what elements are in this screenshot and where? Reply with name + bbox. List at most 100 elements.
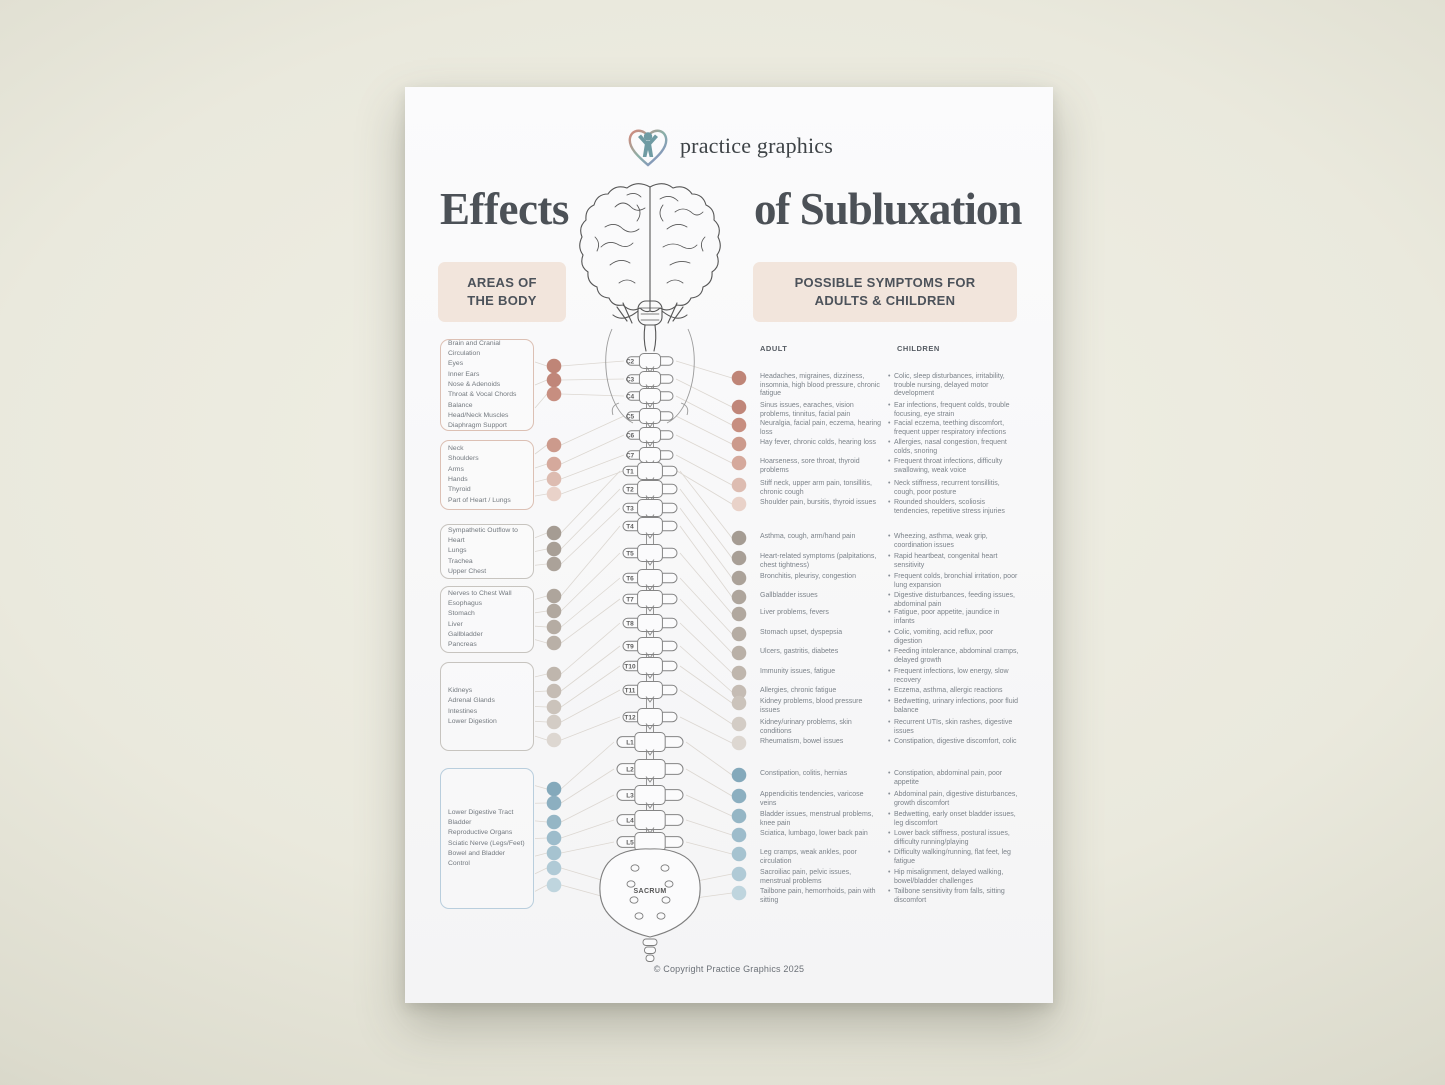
- vertebra-label: C2: [626, 358, 635, 365]
- area-box-item: Part of Heart / Lungs: [448, 496, 511, 504]
- right-dot: [731, 436, 747, 452]
- bullet-icon: •: [888, 869, 891, 876]
- adult-symptom: Tailbone pain, hemorrhoids, pain with si…: [760, 888, 876, 904]
- spine-diagram-svg: C2 C3 C4 C5 C6 C7 T1 T2 T3 T4 T5 T6 T7 T8 T9 T10 T11 T12 L…: [534, 183, 747, 962]
- right-dot: [731, 885, 747, 901]
- children-symptom-text: Constipation, digestive discomfort, coli…: [893, 738, 1017, 745]
- children-symptom-text: Frequent infections, low energy, slow re…: [893, 668, 1009, 684]
- poster-title-left: Effects: [440, 184, 569, 234]
- right-dot: [731, 788, 747, 804]
- area-box-item: Stomach: [448, 610, 475, 618]
- children-symptom: • Allergies, nasal congestion, frequent c…: [888, 439, 1021, 456]
- vertebra-label: T10: [624, 663, 636, 670]
- vertebra-label: T11: [625, 687, 636, 694]
- area-box-item: Head/Neck Muscles: [448, 411, 509, 419]
- vertebra-label: L3: [626, 792, 634, 799]
- vertebra-body: [634, 759, 666, 779]
- area-box-item: Arms: [448, 465, 464, 473]
- right-dot: [731, 370, 747, 386]
- logo: practice graphics: [405, 123, 1053, 169]
- children-symptom-text: Frequent throat infections, difficulty s…: [893, 458, 1003, 474]
- vertebra-body: [637, 614, 663, 632]
- sacrum-label: SACRUM: [633, 888, 666, 895]
- children-symptom: • Frequent throat infections, difficulty …: [888, 458, 1021, 475]
- left-dot: [546, 877, 562, 893]
- connector-lines: [534, 360, 733, 900]
- vertebra-body: [638, 388, 662, 404]
- children-symptom-text: Neck stiffness, recurrent tonsillitis, c…: [893, 480, 1000, 496]
- children-symptom-text: Digestive disturbances, feeding issues, …: [893, 592, 1015, 608]
- vertebra-body: [637, 517, 663, 535]
- poster: practice graphics Effects of Subluxation…: [405, 87, 1053, 1003]
- adult-symptom: Hoarseness, sore throat, thyroid problem…: [760, 458, 860, 474]
- bullet-icon: •: [888, 648, 891, 655]
- left-dot: [546, 588, 562, 604]
- children-symptom-text: Eczema, asthma, allergic reactions: [893, 687, 1003, 694]
- adult-symptom: Kidney/urinary problems, skin conditions: [760, 719, 852, 735]
- right-dot: [731, 455, 747, 471]
- area-box-item: Bowel and Bladder Control: [448, 849, 506, 868]
- adult-symptom: Stiff neck, upper arm pain, tonsillitis,…: [760, 480, 872, 496]
- children-symptom-text: Wheezing, asthma, weak grip, coordinatio…: [893, 533, 988, 549]
- vertebra-label: C7: [626, 452, 635, 459]
- children-symptom-text: Bedwetting, urinary infections, poor flu…: [893, 698, 1019, 714]
- right-dot: [731, 716, 747, 732]
- area-box-item: Intestines: [448, 707, 478, 715]
- adult-symptom: Stomach upset, dyspepsia: [760, 629, 843, 636]
- adult-column-header: ADULT: [760, 344, 788, 353]
- adult-symptom: Appendicitis tendencies, varicose veins: [760, 791, 864, 807]
- right-dot: [731, 735, 747, 751]
- adult-symptom: Rheumatism, bowel issues: [760, 738, 844, 745]
- logo-wordmark: practice graphics: [679, 133, 834, 158]
- vertebra-body: [638, 427, 662, 443]
- children-symptom: • Tailbone sensitivity from falls, sittin…: [888, 888, 1021, 905]
- left-dot: [546, 556, 562, 572]
- bullet-icon: •: [888, 402, 891, 409]
- area-box-item: Gallbladder: [448, 630, 483, 638]
- adult-symptom: Neuralgia, facial pain, eczema, hearing …: [760, 420, 882, 436]
- bullet-icon: •: [888, 373, 891, 380]
- right-dot: [731, 645, 747, 661]
- bullet-icon: •: [888, 458, 891, 465]
- area-box-item: Reproductive Organs: [448, 829, 513, 837]
- left-dot: [546, 714, 562, 730]
- right-dot: [731, 496, 747, 512]
- bullet-icon: •: [888, 719, 891, 726]
- skull-outline: [605, 328, 695, 424]
- vertebra-label: L1: [626, 739, 634, 746]
- area-box-item: Thyroid: [448, 486, 471, 494]
- vertebra-body: [634, 732, 666, 752]
- bullet-icon: •: [888, 420, 891, 427]
- children-symptom-text: Facial eczema, teething discomfort, freq…: [893, 420, 1007, 436]
- area-box: Lower Digestive Tract Bladder Reproductive…: [440, 768, 534, 909]
- right-dot: [731, 684, 747, 700]
- areas-of-body-heading: AREAS OF THE BODY: [438, 262, 566, 322]
- bullet-icon: •: [888, 888, 891, 895]
- area-box-item: Lower Digestion: [448, 717, 497, 725]
- area-box: Sympathetic Outflow to Heart Lungs Trachea…: [440, 524, 534, 579]
- area-box-item: Shoulders: [448, 455, 479, 463]
- vertebra-label: L4: [626, 817, 634, 824]
- children-symptom: • Constipation, abdominal pain, poor appe…: [888, 770, 1021, 787]
- children-symptom-text: Abdominal pain, digestive disturbances, …: [893, 791, 1018, 807]
- left-dot: [546, 437, 562, 453]
- right-dot: [731, 589, 747, 605]
- right-dot: [731, 767, 747, 783]
- vertebra-label: C4: [626, 393, 635, 400]
- children-symptom: • Bedwetting, early onset bladder issues,…: [888, 811, 1021, 828]
- area-box-item: Inner Ears: [448, 370, 480, 378]
- vertebra-label: T4: [626, 523, 634, 530]
- area-box-item: Sympathetic Outflow to Heart: [448, 526, 518, 545]
- copyright-footer: © Copyright Practice Graphics 2025: [653, 964, 805, 974]
- area-box-item: Hands: [448, 476, 468, 483]
- vertebra-label: C6: [626, 432, 635, 439]
- left-dot: [546, 603, 562, 619]
- children-symptom: • Eczema, asthma, allergic reactions: [888, 687, 1021, 696]
- coccyx-segment: [644, 946, 656, 954]
- right-dot: [731, 846, 747, 862]
- left-dot: [546, 814, 562, 830]
- vertebra-label: T5: [626, 550, 634, 557]
- left-dot: [546, 666, 562, 682]
- bullet-icon: •: [888, 738, 891, 745]
- vertebra-body: [637, 499, 663, 517]
